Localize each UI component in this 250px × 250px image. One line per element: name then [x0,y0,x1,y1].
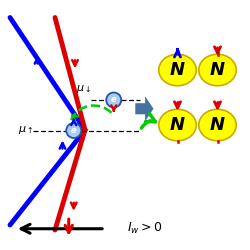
Text: e: e [71,126,76,135]
Text: N: N [210,116,225,134]
Ellipse shape [199,109,236,141]
Circle shape [106,92,121,108]
Text: N: N [170,61,185,79]
Text: N: N [210,61,225,79]
Circle shape [66,123,81,138]
Text: $I_w > 0$: $I_w > 0$ [127,221,163,236]
Text: N: N [170,116,185,134]
Ellipse shape [199,54,236,86]
Text: $\mu_{\downarrow}$: $\mu_{\downarrow}$ [76,84,92,95]
Text: e: e [111,96,116,104]
Text: $\mu_{\uparrow}$: $\mu_{\uparrow}$ [18,124,33,136]
Ellipse shape [159,54,196,86]
Ellipse shape [159,109,196,141]
FancyArrowPatch shape [142,114,156,128]
